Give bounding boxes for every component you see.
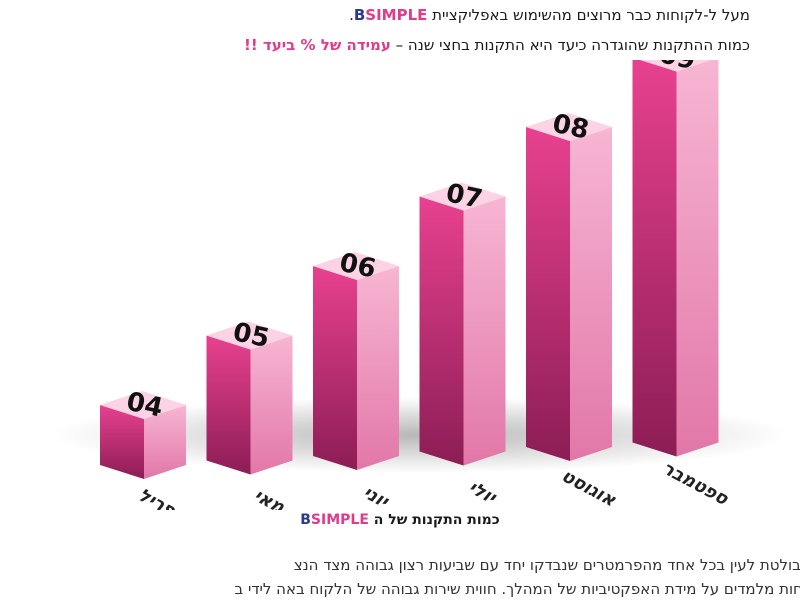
data-label: 07 [443, 178, 485, 215]
bar-top-face [419, 182, 506, 211]
chart-caption: כמות התקנות של ה BSIMPLE [0, 512, 800, 528]
data-label: 05 [230, 317, 272, 354]
installs-bar-chart: 040506070809 אפרילמאייונייוליאוגוסטספטמב… [50, 60, 790, 510]
data-label: 06 [337, 248, 379, 285]
bar-side-face [463, 196, 506, 466]
category-label: אוגוסט [558, 465, 620, 510]
bar-top-face [640, 60, 711, 72]
target-line: כמות ההתקנות שהוגדרה כיעד היא התקנות בחצ… [244, 36, 750, 54]
target-text: כמות ההתקנות שהוגדרה כיעד היא התקנות בחצ… [395, 36, 750, 54]
caption-brand-b: B [300, 512, 311, 528]
summary-line-2: והלקוחות מלמדים על מידת האפקטיביות של המ… [234, 580, 800, 598]
bar-side-face [676, 60, 719, 457]
bar-1 [100, 391, 186, 479]
brand-logo-rest: SIMPLE [365, 6, 428, 24]
intro-line: מעל ל-לקוחות כבר מרוצים מהשימוש באפליקצי… [349, 6, 750, 24]
bar-top-face [313, 252, 399, 280]
bar-front-face [100, 405, 144, 479]
bar-top-face [100, 391, 186, 419]
bars: 040506070809 [100, 60, 719, 479]
bar-front-face [526, 127, 570, 461]
intro-text: מעל ל-לקוחות כבר מרוצים מהשימוש באפליקצי… [432, 6, 750, 24]
brand-logo-b: B [353, 6, 366, 24]
bar-top-face [206, 321, 293, 350]
bar-4 [419, 182, 506, 466]
category-label: יולי [465, 477, 501, 509]
bar-2 [206, 321, 293, 475]
bar-side-face [250, 335, 293, 475]
bar-side-face [570, 127, 612, 461]
bar-5 [526, 113, 612, 461]
bar-side-face [357, 266, 399, 470]
bar-front-face [206, 335, 251, 475]
brand-logo: BSIMPLE [354, 6, 428, 24]
bar-6 [632, 60, 719, 457]
data-label: 08 [550, 109, 592, 146]
category-label: מאי [250, 485, 288, 510]
category-label: ספטמבר [659, 458, 732, 510]
bar-top-face [526, 113, 612, 141]
caption-text: כמות התקנות של ה [373, 512, 500, 528]
category-label: אפריל [135, 485, 192, 510]
caption-brand-rest: SIMPLE [310, 512, 369, 528]
bar-side-face [144, 405, 186, 479]
caption-brand-logo: BSIMPLE [300, 512, 369, 528]
bar-3 [313, 252, 399, 470]
data-label: 04 [124, 387, 166, 424]
summary-line-1: עלייה בולטת לעין בכל אחד מהפרמטרים שנבדק… [293, 556, 800, 574]
bar-front-face [632, 60, 677, 457]
category-label: יוני [360, 482, 393, 510]
bar-front-face [313, 266, 357, 470]
target-highlight: עמידה של % ביעד !! [244, 36, 391, 54]
bar-front-face [419, 196, 464, 466]
